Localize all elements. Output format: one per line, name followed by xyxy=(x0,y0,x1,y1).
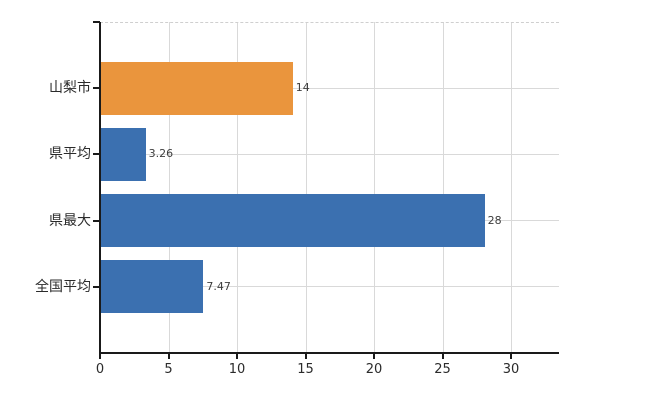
x-axis-tick xyxy=(236,354,238,359)
gridline-horizontal xyxy=(100,87,559,89)
x-axis-tick xyxy=(510,354,512,359)
x-axis-tick xyxy=(441,354,444,359)
x-axis-tick xyxy=(167,354,170,359)
category-label: 全国平均 xyxy=(35,278,91,295)
gridline-vertical xyxy=(237,22,238,353)
x-axis-tick xyxy=(304,354,307,359)
bar-value-label: 14 xyxy=(295,81,310,95)
bar xyxy=(101,260,204,314)
x-axis-line xyxy=(99,352,559,354)
gridline-vertical xyxy=(442,22,444,353)
x-tick-label: 0 xyxy=(95,362,105,377)
y-axis-tick xyxy=(93,285,100,288)
y-axis-line xyxy=(99,22,101,354)
plot-top-border xyxy=(100,22,559,23)
x-tick-label: 5 xyxy=(164,362,173,377)
bar-value-label: 7.47 xyxy=(206,279,231,293)
category-label: 山梨市 xyxy=(49,80,91,97)
bar-value-label: 28 xyxy=(487,213,502,227)
y-axis-tick xyxy=(93,21,100,23)
gridline-horizontal xyxy=(100,153,559,155)
category-label: 県平均 xyxy=(49,146,91,163)
bar xyxy=(101,194,485,248)
x-axis-tick xyxy=(373,354,375,359)
category-label: 県最大 xyxy=(49,212,91,229)
x-tick-label: 15 xyxy=(297,362,314,377)
bar xyxy=(101,61,293,115)
bar xyxy=(101,127,146,181)
gridline-vertical xyxy=(511,22,512,353)
x-axis-tick xyxy=(99,354,101,359)
y-axis-tick xyxy=(93,153,100,156)
gridline-vertical xyxy=(305,22,307,353)
y-axis-tick xyxy=(93,219,100,222)
x-tick-label: 30 xyxy=(502,362,520,377)
y-axis-tick xyxy=(93,87,100,90)
x-tick-label: 25 xyxy=(434,362,451,377)
x-tick-label: 20 xyxy=(365,362,383,377)
gridline-vertical xyxy=(168,22,170,353)
x-tick-label: 10 xyxy=(228,362,246,377)
bar-value-label: 3.26 xyxy=(148,147,174,161)
gridline-vertical xyxy=(374,22,375,353)
gridline-horizontal xyxy=(100,286,559,288)
